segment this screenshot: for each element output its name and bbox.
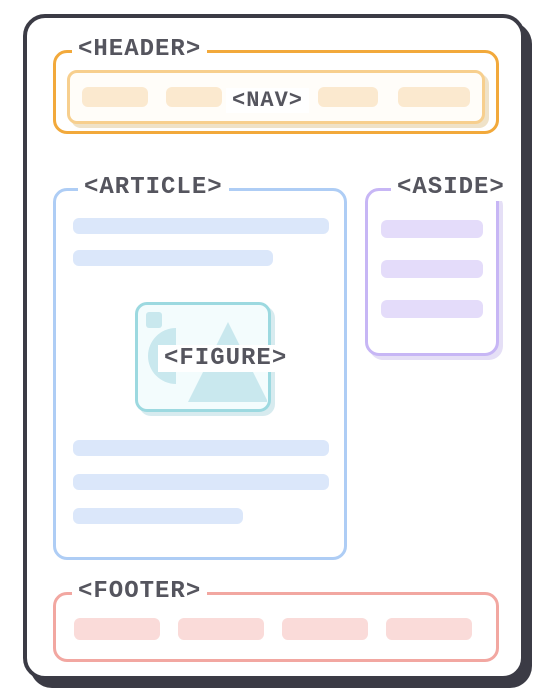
footer-label: <FOOTER> xyxy=(72,578,207,605)
footer-item xyxy=(178,618,264,640)
figure-square xyxy=(146,312,162,328)
article-line xyxy=(73,474,329,490)
footer-item xyxy=(74,618,160,640)
footer-item xyxy=(282,618,368,640)
header-label: <HEADER> xyxy=(72,36,207,63)
article-label: <ARTICLE> xyxy=(78,174,229,201)
nav-label: <NAV> xyxy=(226,88,309,113)
nav-item xyxy=(318,87,378,107)
article-line xyxy=(73,218,329,234)
aside-line xyxy=(381,260,483,278)
article-line xyxy=(73,440,329,456)
aside-label: <ASIDE> xyxy=(391,174,511,201)
figure-label: <FIGURE> xyxy=(158,345,293,372)
footer-item xyxy=(386,618,472,640)
semantic-layout-diagram: <HEADER> <NAV> <ARTICLE> <ASIDE> <FIGURE… xyxy=(0,0,556,700)
article-line xyxy=(73,508,243,524)
nav-item xyxy=(398,87,470,107)
article-line xyxy=(73,250,273,266)
nav-item xyxy=(166,87,222,107)
aside-line xyxy=(381,220,483,238)
nav-item xyxy=(82,87,148,107)
aside-line xyxy=(381,300,483,318)
